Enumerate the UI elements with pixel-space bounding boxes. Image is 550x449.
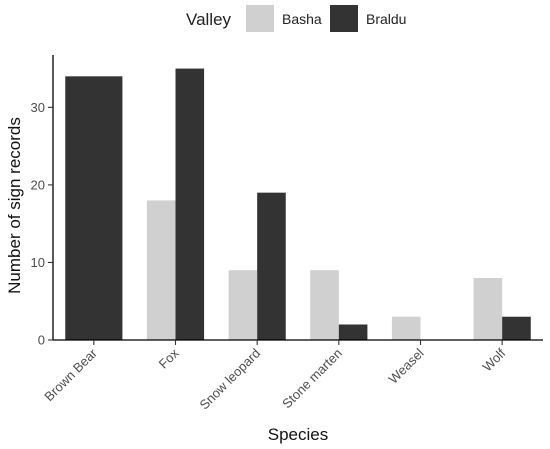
bar-brown-bear-braldu	[65, 76, 123, 340]
legend-label-braldu: Braldu	[366, 11, 406, 27]
bar-stone-marten-braldu	[338, 324, 368, 340]
bar-fox-braldu	[175, 68, 205, 341]
bar-wolf-braldu	[502, 316, 531, 340]
legend-key-braldu	[330, 5, 358, 32]
x-tick-label-weasel: Weasel	[386, 345, 427, 386]
bar-wolf-basha	[473, 277, 503, 340]
legend-title: Valley	[186, 10, 232, 29]
bars	[65, 68, 531, 341]
legend: Valley Basha Braldu	[186, 5, 406, 32]
x-tick-label-snow-leopard: Snow leopard	[196, 346, 263, 413]
y-tick-label: 10	[31, 255, 45, 270]
x-tick-label-stone-marten: Stone marten	[279, 346, 345, 412]
y-tick-label: 20	[31, 177, 45, 192]
x-tick-label-wolf: Wolf	[479, 345, 508, 374]
y-axis-title: Number of sign records	[5, 117, 24, 294]
x-tick-label-fox: Fox	[156, 345, 182, 371]
legend-key-basha	[246, 5, 274, 32]
legend-label-basha: Basha	[282, 11, 322, 27]
x-tick-label-brown-bear: Brown Bear	[41, 345, 100, 404]
bar-stone-marten-basha	[310, 270, 339, 340]
y-tick-label: 30	[31, 100, 45, 115]
bar-snow-leopard-basha	[228, 270, 258, 340]
bar-fox-basha	[146, 200, 176, 340]
bar-snow-leopard-braldu	[257, 192, 286, 340]
y-tick-label: 0	[38, 333, 45, 348]
x-axis-title: Species	[268, 425, 328, 444]
bar-weasel-basha	[391, 316, 421, 340]
